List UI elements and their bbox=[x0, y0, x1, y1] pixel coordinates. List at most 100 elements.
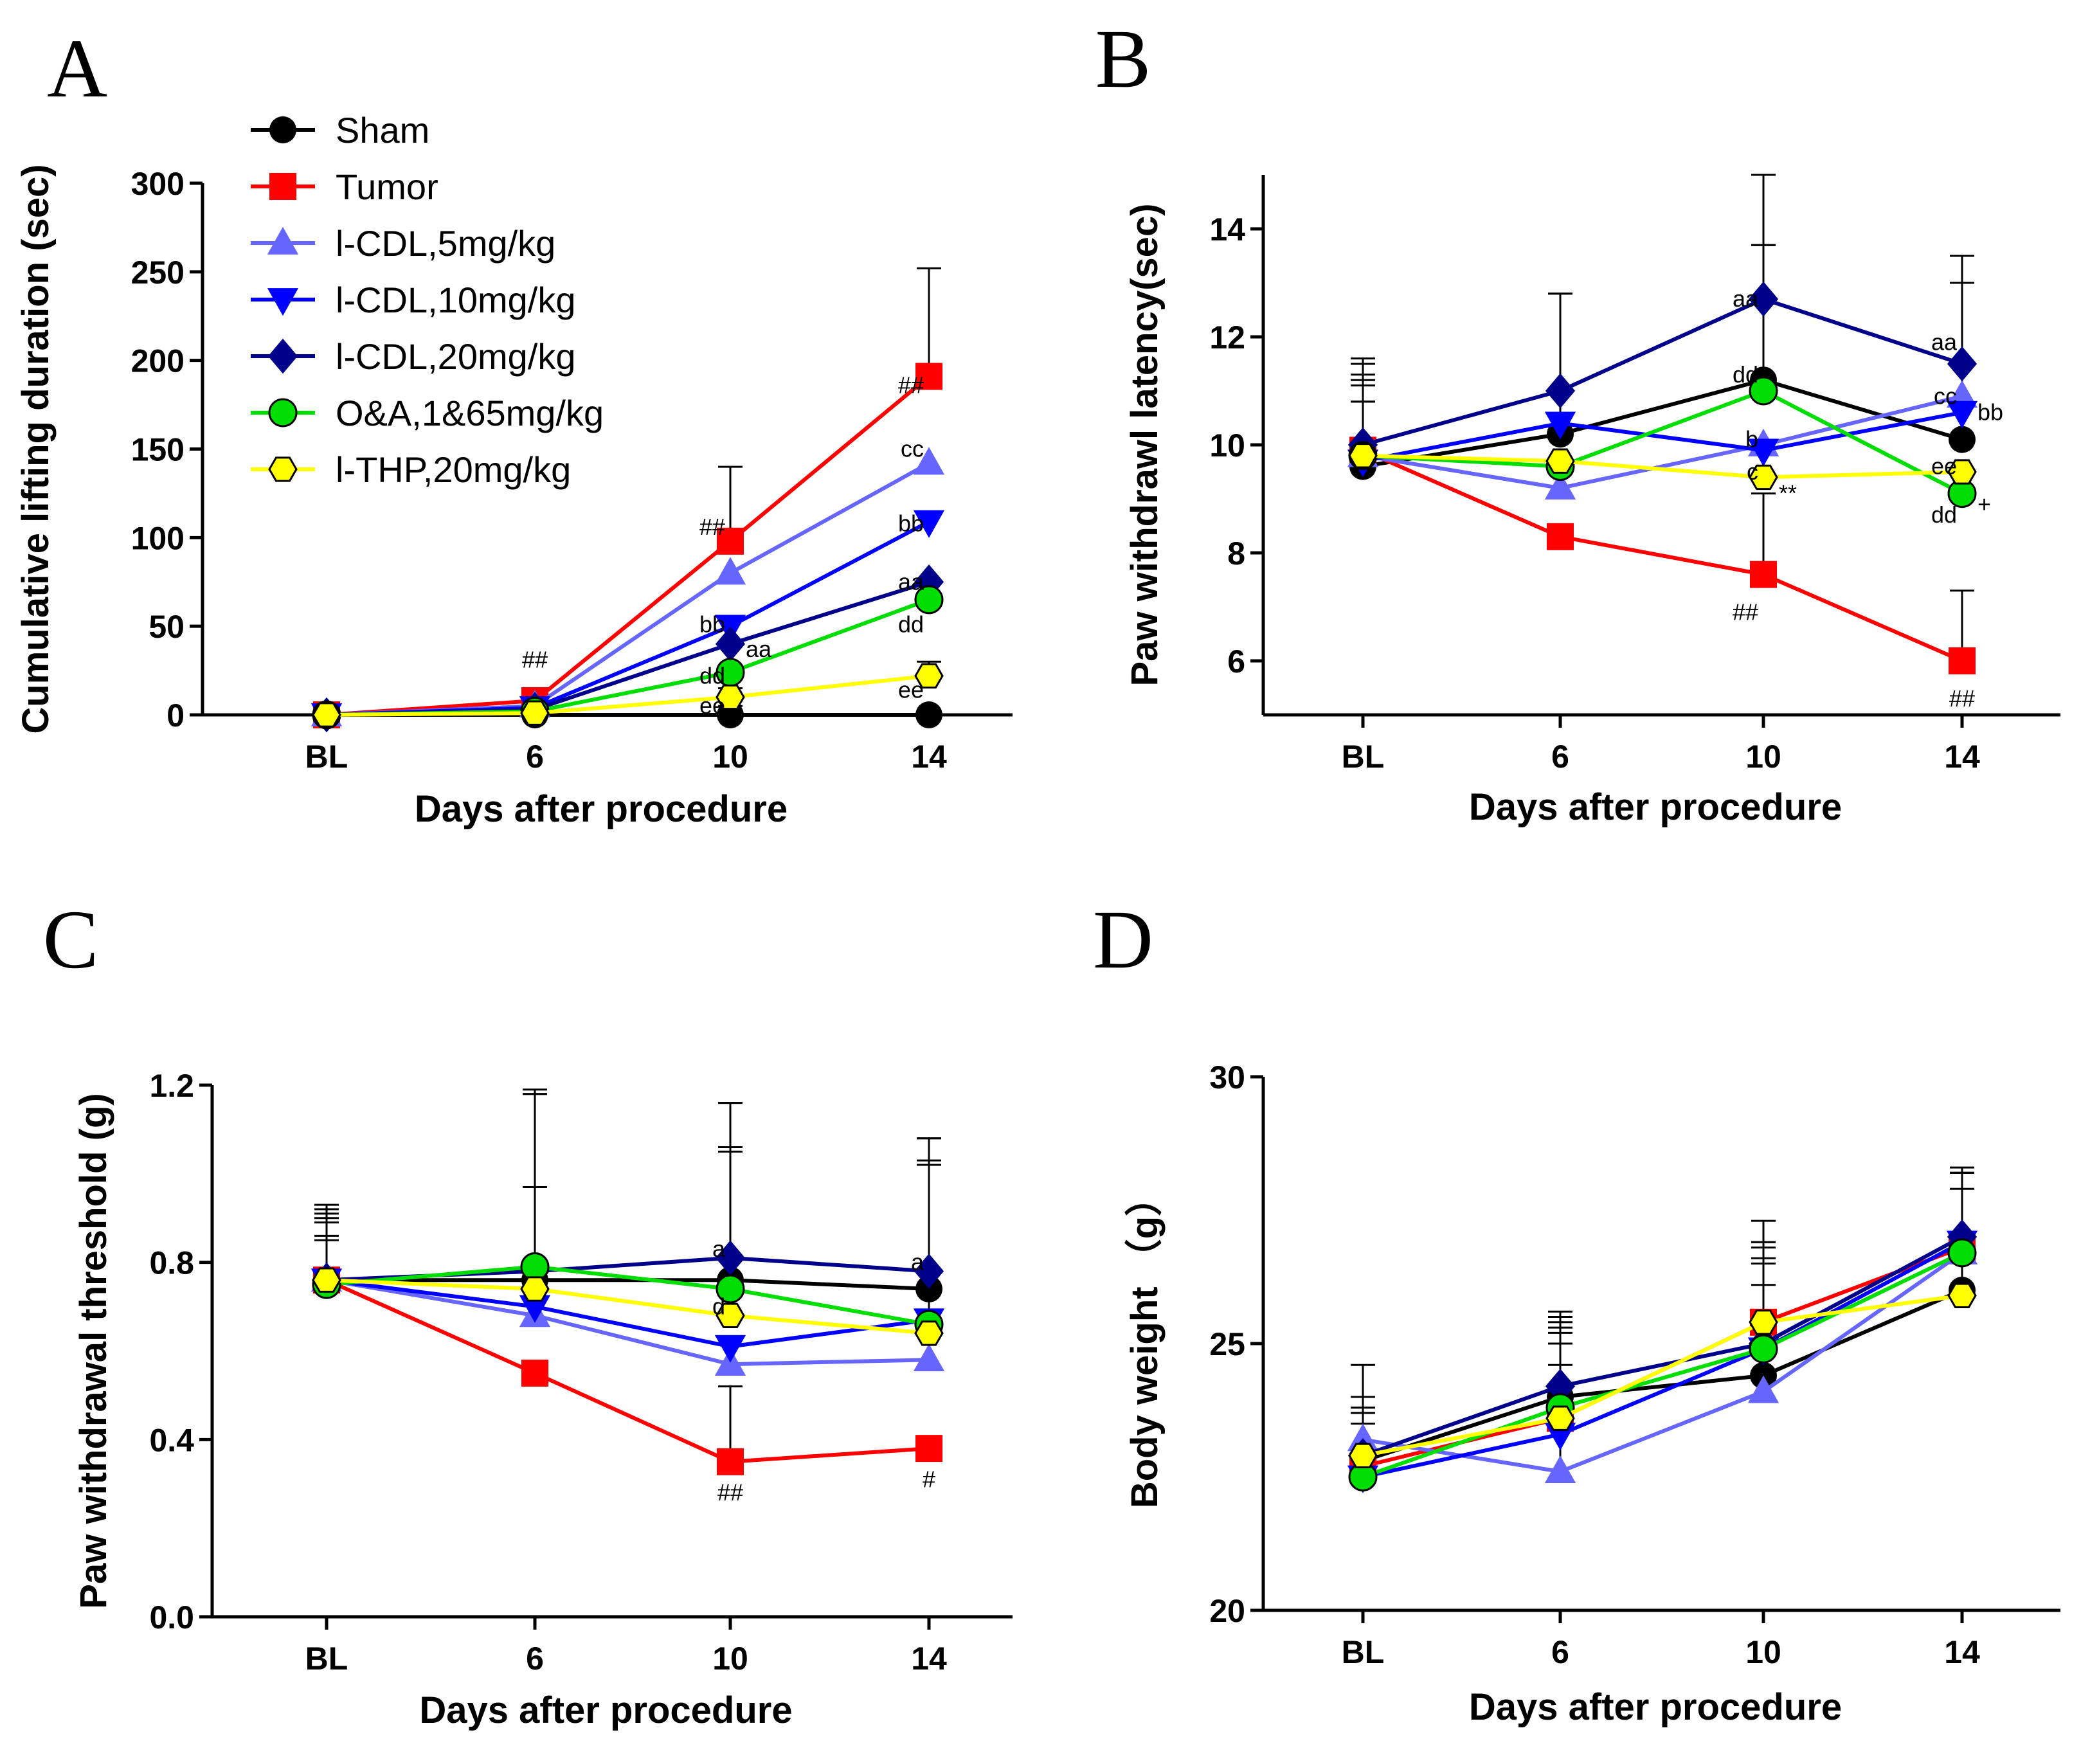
legend-marker bbox=[267, 288, 299, 316]
panel-letter: C bbox=[43, 894, 99, 986]
significance-annotation: a bbox=[712, 1236, 726, 1262]
series-line bbox=[1362, 410, 1963, 464]
significance-annotation: aa bbox=[1931, 328, 1958, 355]
series-line bbox=[1362, 378, 1963, 469]
legend-label: l-CDL,5mg/kg bbox=[336, 223, 555, 264]
chart-panel-b: B 6 8 10 12 14 BL 6 10 14 Days after procedure Paw … bbox=[1095, 13, 2060, 828]
data-point bbox=[1747, 438, 1779, 467]
data-point bbox=[1949, 426, 1976, 453]
data-point bbox=[1946, 380, 1978, 408]
x-axis-label: Days after procedure bbox=[1469, 786, 1842, 828]
data-point bbox=[1749, 1334, 1778, 1364]
chart-panels: A 0 50 100 150 200 250 300 BL 6 10 14 Days after pro… bbox=[15, 13, 2060, 1731]
x-tick-label: 14 bbox=[911, 1641, 947, 1677]
legend-label: Sham bbox=[336, 110, 429, 150]
panel-letter: A bbox=[47, 22, 107, 115]
y-tick-label: 12 bbox=[1209, 320, 1245, 356]
data-point bbox=[312, 702, 341, 728]
significance-annotation: aa bbox=[746, 636, 772, 662]
x-tick-label: 6 bbox=[1551, 1634, 1569, 1670]
x-tick-label: 14 bbox=[1944, 739, 1980, 775]
legend-label: O&A,1&65mg/kg bbox=[336, 393, 604, 433]
data-point bbox=[717, 1448, 744, 1475]
data-point bbox=[1946, 401, 1978, 429]
significance-annotation: c bbox=[1747, 458, 1758, 485]
y-axis-label: Paw withdrawl latency(sec) bbox=[1124, 203, 1166, 686]
series-line bbox=[326, 1278, 930, 1335]
data-point bbox=[520, 1252, 550, 1282]
y-tick-label: 0.0 bbox=[149, 1599, 194, 1635]
data-point bbox=[521, 1359, 548, 1387]
significance-annotation: ## bbox=[1733, 598, 1758, 625]
data-point bbox=[1947, 346, 1977, 382]
data-point bbox=[1749, 376, 1778, 406]
x-tick-label: 10 bbox=[1745, 1634, 1781, 1670]
x-tick-label: 10 bbox=[712, 1641, 748, 1677]
data-point bbox=[1947, 459, 1977, 485]
data-point bbox=[519, 1295, 551, 1323]
significance-annotation: ** bbox=[1779, 480, 1797, 507]
data-point bbox=[312, 1267, 341, 1293]
x-tick-label: 6 bbox=[526, 739, 544, 775]
y-tick-label: 6 bbox=[1227, 644, 1245, 680]
series-line bbox=[1362, 1240, 1963, 1479]
significance-annotation: a bbox=[911, 1249, 924, 1275]
panel-letter: D bbox=[1093, 894, 1153, 986]
legend-marker bbox=[267, 226, 299, 255]
x-axis-label: Days after procedure bbox=[415, 788, 788, 830]
y-axis-label: Paw withdrawal threshold (g) bbox=[73, 1093, 114, 1608]
y-tick-label: 10 bbox=[1209, 428, 1245, 464]
x-tick-label: 14 bbox=[911, 739, 947, 775]
y-tick-label: 100 bbox=[131, 520, 185, 556]
series-line bbox=[326, 674, 930, 717]
data-point bbox=[1544, 1455, 1576, 1484]
data-point bbox=[1947, 1282, 1977, 1308]
y-axis-label: Body weight （g） bbox=[1124, 1179, 1166, 1508]
y-tick-label: 14 bbox=[1209, 212, 1245, 248]
data-point bbox=[714, 1335, 746, 1363]
series-line bbox=[1362, 296, 1963, 447]
series-line bbox=[326, 1264, 930, 1327]
x-tick-label: BL bbox=[305, 1641, 348, 1677]
data-point bbox=[717, 527, 744, 555]
data-point bbox=[1749, 1310, 1778, 1335]
x-tick-label: 14 bbox=[1944, 1634, 1980, 1670]
significance-annotation: b bbox=[1745, 426, 1758, 453]
data-point bbox=[1947, 1238, 1977, 1268]
y-tick-label: 0.4 bbox=[149, 1422, 194, 1458]
data-point bbox=[914, 1254, 944, 1289]
data-point bbox=[1748, 281, 1779, 317]
significance-annotation: ## bbox=[522, 647, 548, 673]
data-point bbox=[715, 626, 746, 662]
y-tick-label: 20 bbox=[1209, 1593, 1245, 1629]
y-tick-label: 200 bbox=[131, 343, 185, 379]
series-line bbox=[1362, 1288, 1963, 1463]
legend: Sham Tumor l-CDL,5mg/kg l-CDL,10mg/kg l-CDL,… bbox=[251, 110, 604, 490]
data-point bbox=[1749, 464, 1778, 491]
legend-marker bbox=[268, 398, 298, 428]
series-line bbox=[1362, 1293, 1963, 1458]
chart-panel-c: C 0.0 0.4 0.8 1.2 BL 6 10 14 Days after procedure… bbox=[43, 894, 1013, 1731]
x-tick-label: BL bbox=[1342, 1634, 1385, 1670]
significance-annotation: ## bbox=[699, 514, 725, 540]
data-point bbox=[915, 701, 942, 728]
data-point bbox=[914, 663, 944, 689]
significance-annotation: bb bbox=[898, 510, 924, 536]
data-point bbox=[1547, 523, 1574, 550]
legend-label: Tumor bbox=[336, 166, 438, 207]
y-tick-label: 30 bbox=[1209, 1059, 1245, 1095]
series-line bbox=[1362, 453, 1963, 480]
data-point bbox=[714, 557, 746, 585]
series-line bbox=[326, 375, 930, 717]
significance-annotation: ## bbox=[898, 372, 924, 398]
legend-item: Tumor bbox=[251, 166, 438, 207]
data-point bbox=[520, 700, 550, 726]
legend-item: l-CDL,20mg/kg bbox=[251, 336, 575, 377]
significance-annotation: bb bbox=[1977, 399, 2003, 426]
chart-panel-d: D 20 25 30 BL 6 10 14 Days after procedure Body w… bbox=[1093, 894, 2060, 1728]
legend-label: l-THP,20mg/kg bbox=[336, 449, 571, 490]
significance-annotation: + bbox=[1977, 491, 1991, 517]
data-point bbox=[520, 1276, 550, 1302]
